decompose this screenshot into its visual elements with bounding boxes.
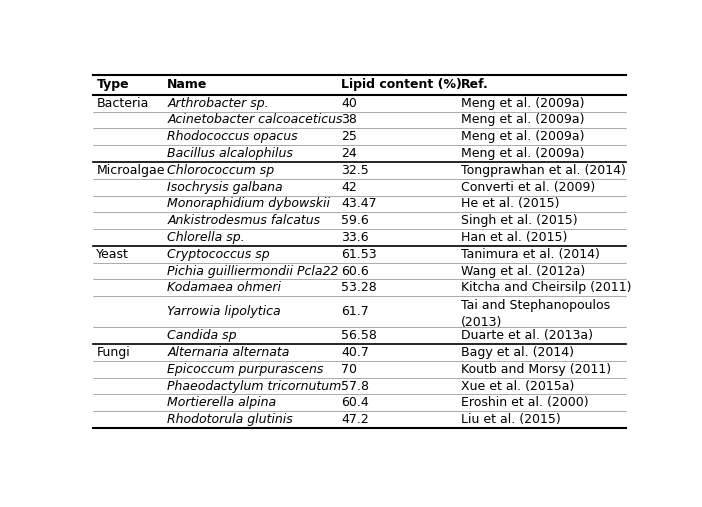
Text: Ankistrodesmus falcatus: Ankistrodesmus falcatus: [167, 214, 320, 227]
Text: Tanimura et al. (2014): Tanimura et al. (2014): [461, 248, 600, 261]
Text: Bacillus alcalophilus: Bacillus alcalophilus: [167, 147, 293, 160]
Text: 38: 38: [341, 114, 357, 126]
Text: Chlorella sp.: Chlorella sp.: [167, 231, 245, 244]
Text: Liu et al. (2015): Liu et al. (2015): [461, 413, 561, 426]
Text: Han et al. (2015): Han et al. (2015): [461, 231, 567, 244]
Text: Kodamaea ohmeri: Kodamaea ohmeri: [167, 281, 282, 295]
Text: Isochrysis galbana: Isochrysis galbana: [167, 180, 283, 194]
Text: Type: Type: [96, 78, 129, 91]
Text: Duarte et al. (2013a): Duarte et al. (2013a): [461, 329, 593, 342]
Text: Singh et al. (2015): Singh et al. (2015): [461, 214, 578, 227]
Text: Converti et al. (2009): Converti et al. (2009): [461, 180, 595, 194]
Text: 57.8: 57.8: [341, 380, 369, 392]
Text: Rhodococcus opacus: Rhodococcus opacus: [167, 130, 298, 143]
Text: Koutb and Morsy (2011): Koutb and Morsy (2011): [461, 363, 611, 376]
Text: Pichia guilliermondii Pcla22: Pichia guilliermondii Pcla22: [167, 265, 338, 277]
Text: Cryptococcus sp: Cryptococcus sp: [167, 248, 270, 261]
Text: 40.7: 40.7: [341, 346, 369, 359]
Text: Microalgae: Microalgae: [96, 164, 165, 177]
Text: He et al. (2015): He et al. (2015): [461, 197, 559, 210]
Text: 53.28: 53.28: [341, 281, 377, 295]
Text: 60.4: 60.4: [341, 396, 369, 409]
Text: Kitcha and Cheirsilp (2011): Kitcha and Cheirsilp (2011): [461, 281, 632, 295]
Text: Candida sp: Candida sp: [167, 329, 237, 342]
Text: 42: 42: [341, 180, 357, 194]
Text: 47.2: 47.2: [341, 413, 369, 426]
Text: Chlorococcum sp: Chlorococcum sp: [167, 164, 274, 177]
Text: 59.6: 59.6: [341, 214, 369, 227]
Text: Epicoccum purpurascens: Epicoccum purpurascens: [167, 363, 324, 376]
Text: Fungi: Fungi: [96, 346, 130, 359]
Text: Arthrobacter sp.: Arthrobacter sp.: [167, 97, 269, 110]
Text: Phaeodactylum tricornutum: Phaeodactylum tricornutum: [167, 380, 341, 392]
Text: Yarrowia lipolytica: Yarrowia lipolytica: [167, 305, 281, 318]
Text: 56.58: 56.58: [341, 329, 377, 342]
Text: Name: Name: [167, 78, 208, 91]
Text: 70: 70: [341, 363, 357, 376]
Text: Ref.: Ref.: [461, 78, 489, 91]
Text: Eroshin et al. (2000): Eroshin et al. (2000): [461, 396, 588, 409]
Text: 61.7: 61.7: [341, 305, 369, 318]
Text: 60.6: 60.6: [341, 265, 369, 277]
Text: Xue et al. (2015a): Xue et al. (2015a): [461, 380, 574, 392]
Text: Monoraphidium dybowskii: Monoraphidium dybowskii: [167, 197, 330, 210]
Text: Rhodotorula glutinis: Rhodotorula glutinis: [167, 413, 293, 426]
Text: Meng et al. (2009a): Meng et al. (2009a): [461, 97, 585, 110]
Text: Wang et al. (2012a): Wang et al. (2012a): [461, 265, 585, 277]
Text: Tai and Stephanopoulos
(2013): Tai and Stephanopoulos (2013): [461, 299, 610, 329]
Text: 43.47: 43.47: [341, 197, 377, 210]
Text: 24: 24: [341, 147, 357, 160]
Text: Mortierella alpina: Mortierella alpina: [167, 396, 277, 409]
Text: Tongprawhan et al. (2014): Tongprawhan et al. (2014): [461, 164, 626, 177]
Text: Meng et al. (2009a): Meng et al. (2009a): [461, 130, 585, 143]
Text: 25: 25: [341, 130, 357, 143]
Text: 61.53: 61.53: [341, 248, 377, 261]
Text: Acinetobacter calcoaceticus: Acinetobacter calcoaceticus: [167, 114, 343, 126]
Text: Meng et al. (2009a): Meng et al. (2009a): [461, 114, 585, 126]
Text: Alternaria alternata: Alternaria alternata: [167, 346, 289, 359]
Text: Meng et al. (2009a): Meng et al. (2009a): [461, 147, 585, 160]
Text: 33.6: 33.6: [341, 231, 369, 244]
Text: 40: 40: [341, 97, 357, 110]
Text: Bacteria: Bacteria: [96, 97, 149, 110]
Text: 32.5: 32.5: [341, 164, 369, 177]
Text: Bagy et al. (2014): Bagy et al. (2014): [461, 346, 574, 359]
Text: Yeast: Yeast: [96, 248, 129, 261]
Text: Lipid content (%): Lipid content (%): [341, 78, 462, 91]
